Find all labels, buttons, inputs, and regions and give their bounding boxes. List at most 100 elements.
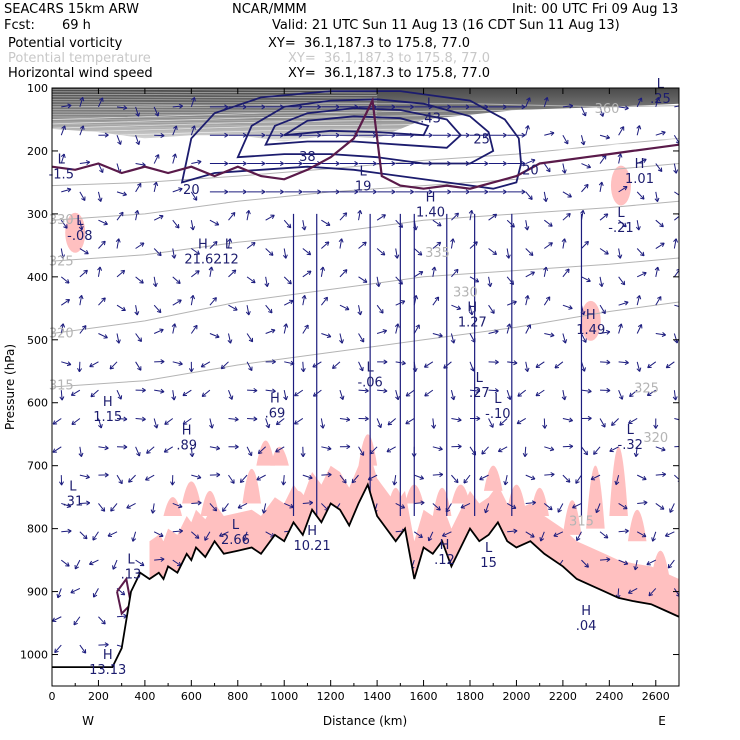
wind-vector — [543, 503, 553, 511]
wind-vector-head — [620, 280, 626, 286]
pv-extremum-kind: H — [426, 190, 436, 205]
wind-vector — [387, 418, 397, 426]
wind-vector — [413, 531, 423, 538]
wind-vector — [265, 329, 276, 334]
wind-vector-head — [121, 306, 126, 312]
wind-vector-head — [561, 396, 567, 401]
wind-vector-head — [528, 195, 533, 200]
wind-vector-head — [517, 392, 522, 397]
pv-extremum-value: .69 — [265, 406, 286, 421]
wind-vector — [432, 418, 435, 429]
wind-vector — [135, 276, 144, 284]
wind-vector-head — [629, 392, 634, 398]
theta-contour-label: 315 — [569, 515, 594, 530]
wind-vector — [60, 559, 70, 567]
wind-vector-head — [335, 104, 340, 110]
wind-vector — [265, 418, 270, 429]
wind-vector — [116, 389, 122, 400]
wind-vector — [636, 474, 647, 480]
wind-vector-head — [526, 324, 532, 329]
wind-vector — [674, 474, 679, 481]
wind-vector — [428, 531, 434, 542]
wind-vector — [599, 134, 610, 139]
pv-extremum-value: .31 — [63, 494, 84, 509]
wind-vector — [182, 389, 192, 397]
wind-vector — [79, 125, 84, 136]
wind-vector-head — [400, 504, 406, 509]
wind-vector — [673, 390, 677, 401]
pv-extremum-value: .89 — [176, 438, 197, 453]
pv-extremum-kind: H — [586, 308, 596, 323]
wind-vector-head — [503, 480, 509, 486]
wind-vector — [593, 446, 601, 455]
wind-vector — [246, 276, 256, 284]
x-tick-label: 2000 — [502, 690, 530, 703]
wind-vector-head — [117, 395, 123, 400]
wind-vector-head — [481, 450, 486, 455]
wind-vector — [636, 220, 640, 231]
wind-vector — [220, 361, 229, 370]
wind-vector — [228, 212, 236, 221]
wind-vector — [562, 163, 566, 174]
wind-vector — [618, 153, 622, 164]
wind-vector-head — [131, 537, 137, 542]
wind-vector — [265, 248, 274, 256]
wind-vector-head — [505, 254, 511, 259]
wind-vector — [673, 333, 678, 344]
wind-vector — [135, 446, 141, 457]
wind-vector — [562, 105, 573, 108]
wind-vector-head — [391, 189, 396, 195]
wind-vector — [191, 474, 202, 479]
wind-vector — [79, 474, 90, 478]
wind-vector — [543, 191, 547, 202]
wind-vector — [432, 333, 443, 337]
pv-positive-shading — [586, 465, 605, 529]
wind-vector — [460, 503, 471, 509]
wind-vector — [442, 531, 452, 537]
wind-vector-head — [264, 282, 270, 288]
wind-vector-head — [572, 504, 577, 509]
wind-vector — [395, 323, 399, 334]
wind-vector-head — [379, 309, 384, 314]
theta-contour — [52, 200, 679, 262]
wind-vector — [135, 417, 146, 420]
y-axis-label: Pressure (hPa) — [3, 344, 17, 430]
theta-contour — [52, 257, 679, 334]
wind-vector-head — [664, 532, 670, 537]
wind-vector — [506, 276, 514, 285]
x-tick-label: 2600 — [642, 690, 670, 703]
y-tick-label: 600 — [27, 397, 48, 410]
wind-vector — [543, 296, 551, 306]
wind-vector — [97, 266, 101, 277]
wind-vector-head — [583, 450, 588, 456]
wind-vector — [655, 503, 665, 510]
wind-vector-head — [245, 311, 251, 316]
wind-vector — [132, 531, 137, 542]
wind-vector-head — [636, 367, 642, 372]
wind-vector — [60, 276, 70, 284]
wind-vector-head — [357, 210, 363, 215]
wind-vector — [544, 333, 555, 337]
wind-vector-head — [568, 417, 573, 423]
wind-speed-contour — [236, 98, 495, 165]
wind-vector-head — [659, 505, 665, 510]
wind-vector-head — [450, 395, 456, 401]
wind-vector-head — [216, 472, 221, 478]
wind-vector — [265, 214, 275, 221]
wind-vector-head — [201, 392, 207, 397]
wind-vector-head — [178, 528, 184, 534]
wind-vector-head — [219, 532, 224, 537]
wind-vector — [172, 323, 176, 334]
wind-vector-head — [135, 140, 141, 146]
wind-vector — [265, 389, 276, 392]
wind-vector — [581, 241, 589, 249]
wind-vector-head — [561, 238, 567, 243]
wind-vector-head — [544, 96, 549, 102]
wind-vector — [655, 131, 666, 136]
wind-vector — [302, 324, 309, 334]
wind-vector — [432, 241, 441, 249]
wind-vector-head — [271, 359, 276, 365]
wind-vector-head — [548, 242, 553, 247]
wind-vector — [256, 474, 266, 481]
wind-vector-head — [580, 140, 586, 146]
